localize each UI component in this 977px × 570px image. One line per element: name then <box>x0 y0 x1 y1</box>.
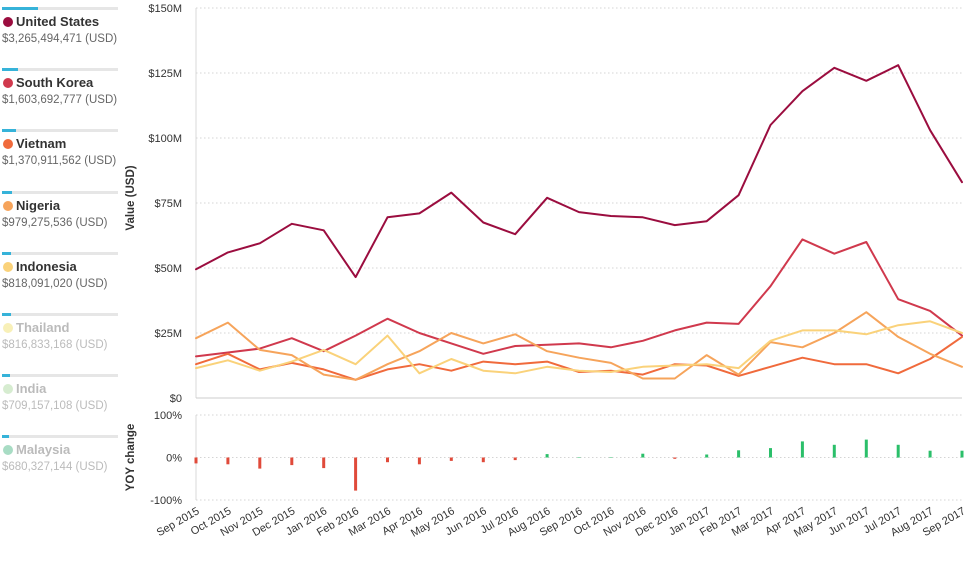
yoy-bar <box>864 439 868 458</box>
legend-item-name: South Korea <box>16 75 94 91</box>
legend-item[interactable]: India $709,157,108 (USD) <box>0 367 120 427</box>
yoy-bar <box>673 457 677 459</box>
legend-share-bar <box>2 435 118 439</box>
legend-item-value: $680,327,144 (USD) <box>2 461 108 474</box>
legend-item-value: $3,265,494,471 (USD) <box>2 33 118 45</box>
yoy-bar <box>896 444 900 458</box>
legend-item-name: Vietnam <box>16 136 67 152</box>
series-line-nigeria <box>195 311 963 381</box>
legend-item-name: Malaysia <box>16 442 71 458</box>
yoy-bar <box>449 457 453 461</box>
y-tick-label: $50M <box>154 263 182 275</box>
yoy-tick-label: -100% <box>150 495 182 507</box>
legend-item-name: United States <box>16 14 100 29</box>
series-line-vietnam <box>195 335 963 381</box>
yoy-bar <box>290 457 294 466</box>
yoy-axis-title: YOY change <box>125 424 137 492</box>
y-tick-label: $150M <box>148 3 182 15</box>
legend-share-fill <box>2 7 38 10</box>
yoy-bar <box>800 441 804 458</box>
yoy-bar <box>577 457 581 458</box>
yoy-bar <box>769 448 772 458</box>
series-line-united-states <box>195 64 963 279</box>
legend-share-bar <box>2 190 118 194</box>
yoy-tick-label: 0% <box>166 453 182 465</box>
legend-item-value: $1,603,692,777 (USD) <box>2 94 118 107</box>
y-tick-label: $0 <box>170 393 182 405</box>
legend-share-bar <box>2 7 118 10</box>
legend-color-dot <box>3 17 13 27</box>
legend-share-bar <box>2 251 118 255</box>
legend-share-fill <box>2 190 13 194</box>
legend-color-dot <box>3 78 13 89</box>
legend-color-dot <box>3 200 13 211</box>
yoy-bar <box>258 457 262 469</box>
legend-item-value: $979,275,536 (USD) <box>2 216 108 229</box>
legend-item[interactable]: Malaysia $680,327,144 (USD) <box>0 428 120 488</box>
legend-share-fill <box>2 251 12 255</box>
yoy-bar <box>481 457 485 463</box>
legend-color-dot <box>3 323 13 333</box>
yoy-bar <box>705 454 709 458</box>
legend-item-value: $818,091,020 (USD) <box>2 277 108 290</box>
legend-item[interactable]: Nigeria $979,275,536 (USD) <box>0 184 120 244</box>
legend-item[interactable]: Indonesia $818,091,020 (USD) <box>0 245 120 305</box>
y-tick-label: $100M <box>148 133 182 145</box>
legend-item-value: $709,157,108 (USD) <box>2 400 108 413</box>
yoy-bar <box>545 454 549 458</box>
y-tick-label: $25M <box>154 328 182 340</box>
yoy-bar <box>354 457 358 491</box>
yoy-bar <box>609 457 613 458</box>
yoy-bar <box>832 444 836 458</box>
legend-color-dot <box>3 445 13 456</box>
legend-share-fill <box>2 313 12 316</box>
yoy-bar <box>194 457 198 464</box>
legend-item-name: Indonesia <box>16 258 77 274</box>
legend-share-fill <box>2 68 19 72</box>
legend-item[interactable]: Thailand $816,833,168 (USD) <box>0 306 120 366</box>
legend-share-fill <box>2 129 16 133</box>
legend-color-dot <box>3 261 13 272</box>
series-line-south-korea <box>195 238 963 358</box>
legend-item-name: Thailand <box>16 320 70 335</box>
legend-share-fill <box>2 374 11 378</box>
legend-item-value: $816,833,168 (USD) <box>2 339 108 351</box>
legend-share-bar <box>2 68 118 72</box>
y-tick-label: $75M <box>154 198 182 210</box>
legend-share-fill <box>2 435 9 439</box>
y-axis-title: Value (USD) <box>125 165 137 230</box>
yoy-tick-label: 100% <box>154 410 182 422</box>
yoy-bar <box>226 457 230 465</box>
yoy-bar <box>737 450 741 458</box>
yoy-bar <box>960 450 964 458</box>
legend-item[interactable]: Vietnam $1,370,911,562 (USD) <box>0 122 120 182</box>
yoy-bar <box>417 457 421 465</box>
yoy-bar <box>513 457 517 461</box>
yoy-bar <box>641 453 645 458</box>
series-line-indonesia <box>195 320 963 375</box>
legend-color-dot <box>3 139 13 150</box>
yoy-bar <box>928 450 932 458</box>
legend-item-value: $1,370,911,562 (USD) <box>2 155 117 168</box>
legend-share-bar <box>2 313 118 316</box>
legend-share-bar <box>2 129 118 133</box>
legend-item[interactable]: South Korea $1,603,692,777 (USD) <box>0 61 120 121</box>
y-tick-label: $125M <box>148 68 182 80</box>
legend-item[interactable]: United States $3,265,494,471 (USD) <box>0 0 120 60</box>
legend-item-name: Nigeria <box>16 197 61 213</box>
yoy-bar <box>386 457 389 463</box>
legend-color-dot <box>3 384 13 395</box>
legend-share-bar <box>2 374 118 378</box>
yoy-bar <box>322 457 326 469</box>
legend-item-name: India <box>16 381 47 397</box>
